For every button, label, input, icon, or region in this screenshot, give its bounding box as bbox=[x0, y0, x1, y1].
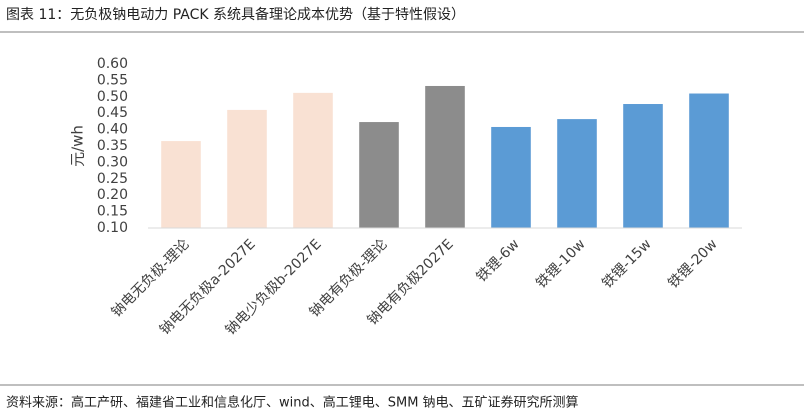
y-tick-label: 0.20 bbox=[97, 187, 128, 203]
y-tick-label: 0.50 bbox=[97, 89, 128, 105]
bar bbox=[359, 122, 399, 228]
y-tick-label: 0.35 bbox=[97, 138, 128, 154]
x-tick-label: 铁锂-20w bbox=[665, 236, 720, 291]
bar bbox=[689, 93, 729, 229]
x-tick-label: 铁锂-10w bbox=[533, 236, 588, 291]
y-tick-label: 0.15 bbox=[97, 204, 128, 220]
bar bbox=[623, 104, 663, 228]
y-tick-label: 0.45 bbox=[97, 105, 128, 121]
chart-title: 图表 11：无负极钠电动力 PACK 系统具备理论成本优势（基于特性假设） bbox=[6, 6, 465, 23]
y-tick-label: 0.10 bbox=[97, 220, 128, 236]
x-tick-label: 铁锂-15w bbox=[599, 236, 654, 291]
bar bbox=[293, 92, 333, 228]
x-tick-label: 铁锂-6w bbox=[474, 236, 523, 285]
y-tick-label: 0.30 bbox=[97, 154, 128, 170]
source-note: 资料来源：高工产研、福建省工业和信息化厅、wind、高工锂电、SMM 钠电、五矿… bbox=[6, 395, 579, 411]
y-tick-label: 0.55 bbox=[97, 72, 128, 88]
bar bbox=[491, 126, 531, 228]
bar bbox=[227, 109, 267, 228]
y-axis-title: 元/wh bbox=[69, 125, 87, 167]
y-tick-label: 0.60 bbox=[97, 56, 128, 72]
bar bbox=[161, 141, 201, 228]
bar bbox=[557, 119, 597, 228]
y-tick-label: 0.40 bbox=[97, 122, 128, 138]
y-tick-label: 0.25 bbox=[97, 171, 128, 187]
bar bbox=[425, 85, 465, 228]
